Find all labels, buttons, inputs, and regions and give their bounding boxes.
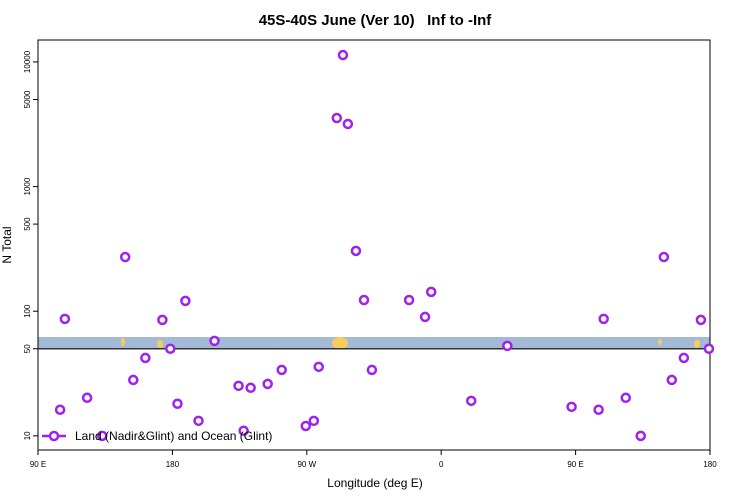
data-point [666,374,678,386]
data-point [245,382,256,394]
land-blobs [121,337,700,349]
data-point [193,415,204,427]
data-point [658,251,670,263]
data-point [313,361,324,373]
data-point [342,118,354,130]
data-point [425,286,437,298]
x-tick-label: 90 E [30,460,46,469]
data-point [593,404,604,415]
data-point [209,335,220,347]
data-point [119,251,131,263]
legend-marker [48,430,60,442]
data-point [502,340,513,352]
data-point [276,364,287,376]
data-point [300,420,312,432]
x-axis-label: Longitude (deg E) [327,476,422,490]
data-point [54,404,66,415]
data-point [678,352,690,364]
data-point [157,314,168,326]
y-tick-label: 10 [23,431,32,440]
data-point [620,392,632,404]
y-tick-label: 100 [23,304,32,318]
data-point [238,425,249,436]
y-tick-label: 10000 [23,50,32,73]
data-point [465,395,477,407]
data-point [262,378,273,390]
data-point [419,311,431,323]
data-point [566,401,577,413]
data-point [598,313,609,325]
chart-title: 45S-40S June (Ver 10) Inf to -Inf [259,12,493,29]
data-point [140,352,151,364]
data-point [337,49,349,61]
y-axis-label: N Total [0,226,14,263]
data-point [165,343,176,354]
data-point [366,364,378,376]
y-tick-label: 1000 [23,177,32,195]
y-tick-label: 5000 [23,90,32,108]
data-point [350,245,362,257]
data-point [635,430,646,442]
x-tick-label: 90 E [567,460,583,469]
x-tick-label: 180 [166,460,180,469]
x-tick-label: 180 [703,460,717,469]
land-band [38,337,710,349]
data-point [403,294,415,306]
data-point [308,415,320,427]
data-point [81,392,93,404]
plot-frame [37,39,711,451]
data-point [695,314,707,326]
data-point [703,343,715,354]
data-point [172,398,183,409]
data-point [128,374,139,386]
data-point [331,112,343,124]
y-tick-label: 50 [23,344,32,353]
y-tick-label: 500 [23,217,32,231]
data-point [96,430,108,442]
data-point [59,313,71,325]
data-point [180,295,191,307]
legend-label: Land (Nadir&Glint) and Ocean (Glint) [75,429,272,443]
data-point [358,294,370,306]
x-tick-label: 0 [439,460,444,469]
x-tick-label: 90 W [297,460,316,469]
data-point [233,380,244,392]
